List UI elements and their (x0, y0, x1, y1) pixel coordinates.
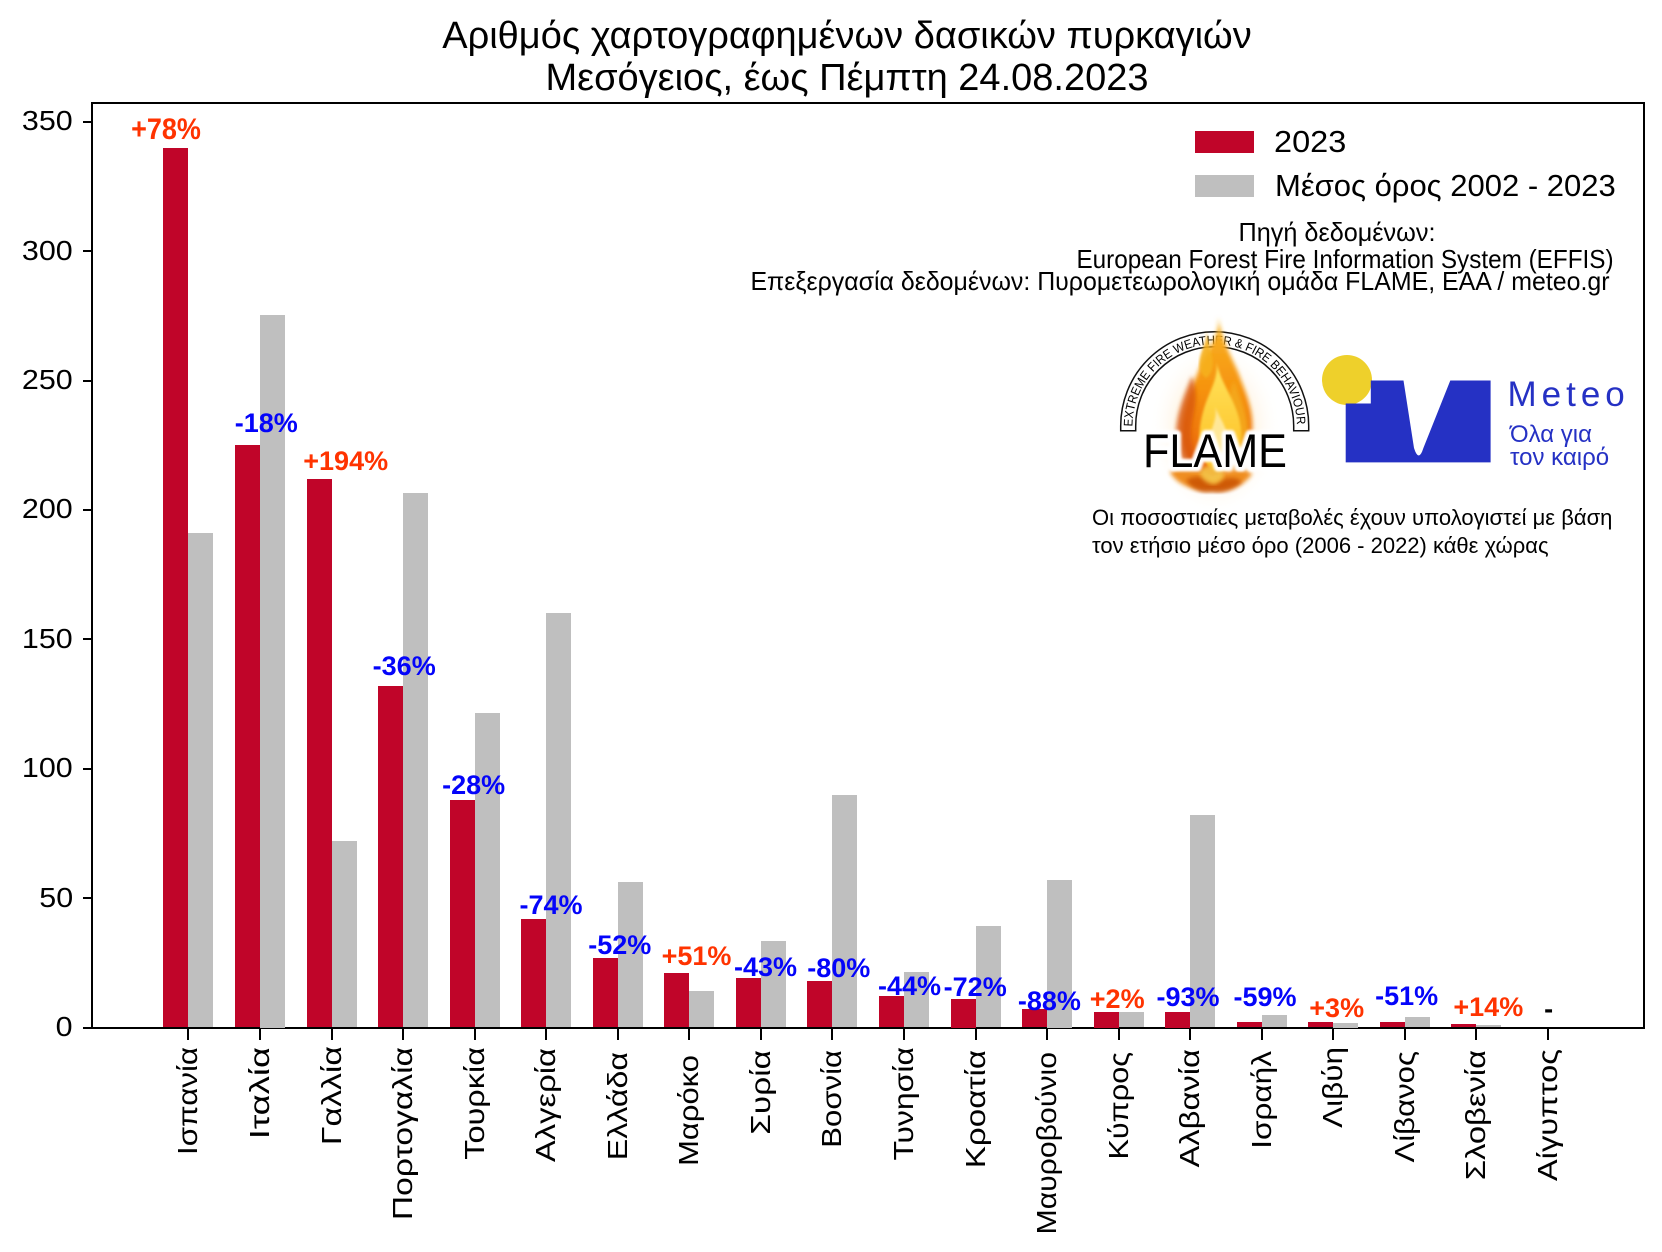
svg-text:FLAME: FLAME (1143, 424, 1287, 477)
svg-text:FLAME: FLAME (1143, 424, 1287, 477)
